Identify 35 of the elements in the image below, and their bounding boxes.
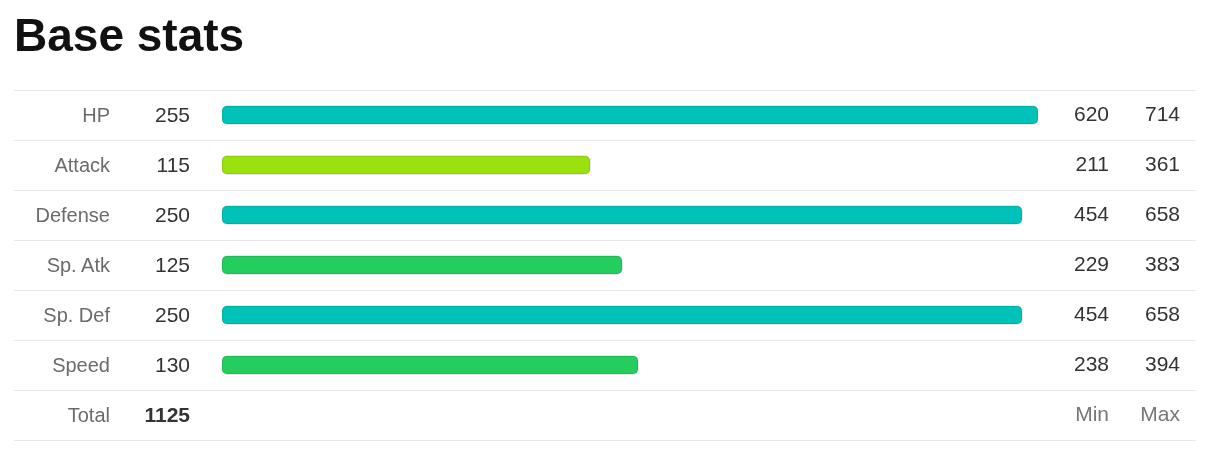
bar: [222, 355, 639, 375]
bar: [222, 105, 1038, 125]
bar: [222, 155, 591, 175]
text: 454: [1073, 302, 1109, 326]
y-tick-label: Attack: [54, 154, 111, 176]
text: 454: [1073, 202, 1109, 226]
y-tick-label: Total: [67, 404, 110, 426]
text: 361: [1144, 152, 1180, 176]
bar: [222, 305, 1023, 325]
text: Max: [1140, 402, 1180, 426]
text: 211: [1075, 152, 1109, 176]
y-tick-label: Defense: [35, 204, 110, 226]
data-label: 125: [154, 253, 190, 276]
text: 238: [1073, 352, 1109, 376]
text: 620: [1073, 102, 1109, 126]
text: Min: [1075, 402, 1109, 426]
y-tick-label: HP: [82, 104, 110, 126]
text: 383: [1144, 252, 1180, 276]
y-tick-label: Speed: [52, 354, 110, 376]
data-label: 115: [156, 153, 190, 176]
data-label: 130: [154, 353, 190, 376]
y-tick-label: Sp. Atk: [46, 254, 111, 276]
text: 1125: [144, 403, 190, 426]
text: 229: [1073, 252, 1109, 276]
data-label: 255: [154, 103, 190, 126]
text: 394: [1144, 352, 1180, 376]
bar: [222, 255, 623, 275]
text: 658: [1144, 202, 1180, 226]
text: 658: [1144, 302, 1180, 326]
text: 714: [1144, 102, 1180, 126]
data-label: 250: [154, 203, 190, 226]
chart-title: Base stats: [14, 8, 245, 62]
data-label: 250: [154, 303, 190, 326]
bar: [222, 205, 1023, 225]
y-tick-label: Sp. Def: [43, 304, 111, 326]
